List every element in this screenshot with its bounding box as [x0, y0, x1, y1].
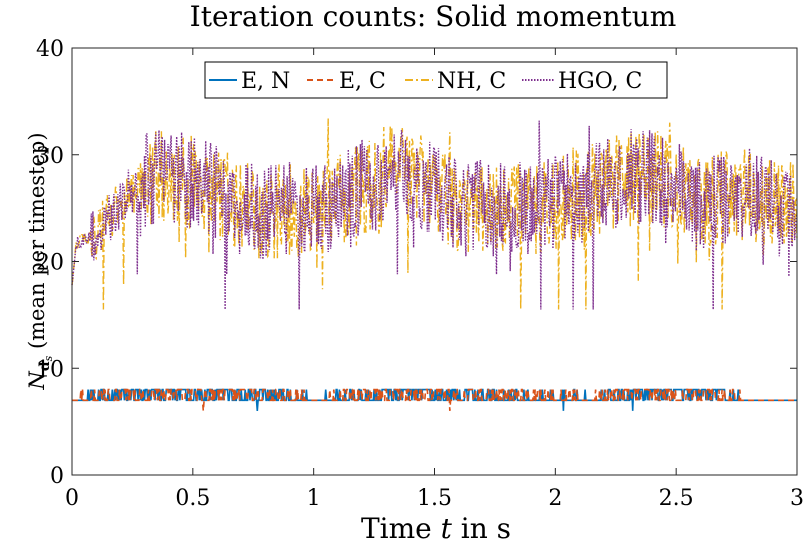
- x-tick-label: 1: [307, 486, 321, 511]
- series-line-hgo-c: [71, 120, 798, 310]
- series-line-nh-c: [71, 118, 798, 310]
- axes-box: [71, 47, 798, 476]
- y-axis-label-post: (mean per timestep): [25, 132, 49, 355]
- x-tick-label: 1.5: [417, 486, 452, 511]
- series-line-e-n: [72, 388, 797, 411]
- y-axis-label-subsub: s: [42, 355, 55, 361]
- y-tick-label: 0: [50, 464, 64, 489]
- legend: E, N E, C NH, C HGO, C: [204, 61, 668, 99]
- x-tick-label: 2.5: [659, 486, 694, 511]
- y-axis-label-var: N: [25, 371, 49, 391]
- y-tick-label: 10: [36, 357, 64, 382]
- series-line-e-c: [72, 388, 797, 411]
- series-layer: [71, 118, 798, 411]
- y-axis-label: Nds (mean per timestep): [25, 132, 55, 390]
- x-tick-label: 0: [65, 486, 79, 511]
- x-axis-label: Time t in s: [361, 512, 511, 544]
- legend-box: [204, 61, 668, 99]
- legend-label: HGO, C: [558, 69, 642, 94]
- x-tick-label: 2: [548, 486, 562, 511]
- x-tick-label: 3: [790, 486, 804, 511]
- x-axis-label-var: t: [441, 512, 453, 544]
- legend-label: E, C: [339, 69, 386, 94]
- x-axis-label-pre: Time: [361, 512, 441, 544]
- x-tick-label: 0.5: [175, 486, 210, 511]
- y-tick-label: 20: [36, 251, 64, 276]
- legend-label: E, N: [241, 69, 290, 94]
- y-axis-label-sub: d: [37, 361, 53, 371]
- y-tick-label: 30: [36, 144, 64, 169]
- x-axis-label-post: in s: [452, 512, 511, 544]
- legend-label: NH, C: [437, 69, 506, 94]
- chart-title: Iteration counts: Solid momentum: [190, 0, 677, 33]
- y-tick-label: 40: [36, 37, 64, 62]
